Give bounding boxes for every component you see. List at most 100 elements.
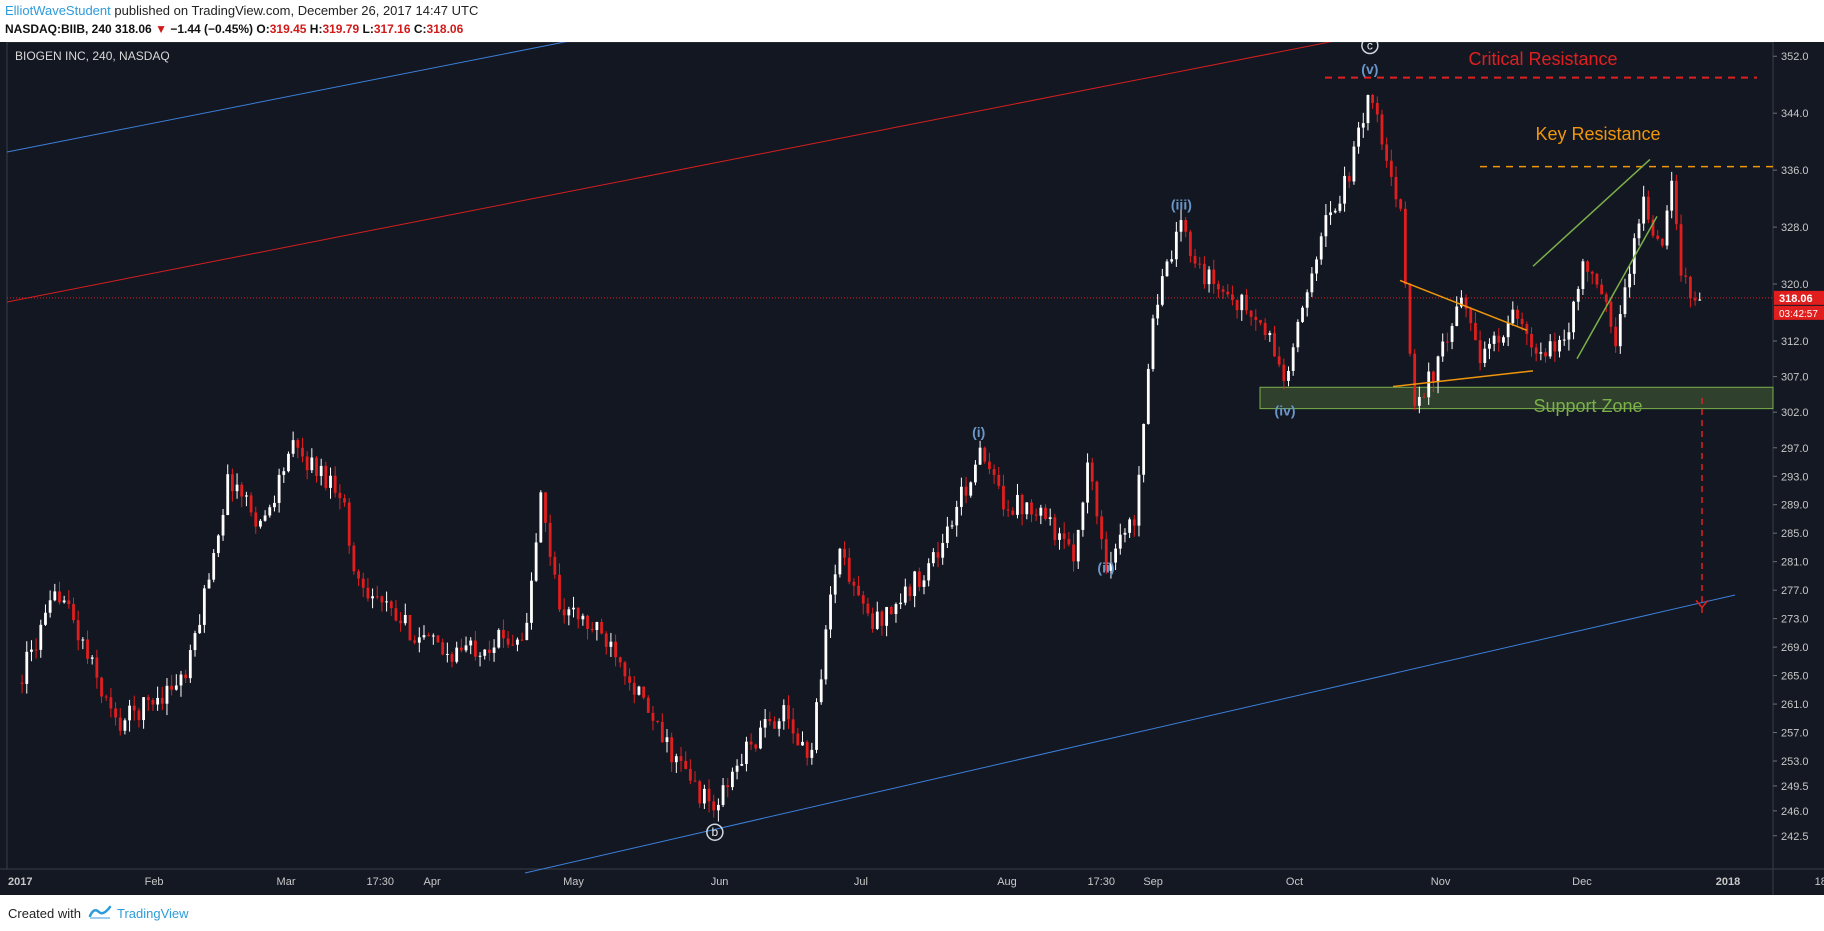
candle-body (857, 585, 860, 596)
x-tick-label: Sep (1143, 876, 1163, 888)
candle-body (539, 492, 543, 543)
candle-body (1245, 294, 1248, 311)
candle-body (1688, 276, 1692, 299)
wave-label-circle (706, 823, 724, 841)
candle-body (1273, 333, 1276, 357)
candle-body (230, 474, 234, 492)
candle-body (212, 553, 216, 580)
critical-resistance-label: Critical Resistance (1468, 49, 1617, 69)
author-link[interactable]: ElliotWaveStudent (5, 3, 111, 18)
candle-body (1072, 544, 1075, 562)
candle-body (1474, 323, 1477, 341)
candle-body (118, 717, 122, 731)
candle-body (1441, 341, 1445, 357)
candle-body (1104, 539, 1108, 571)
candle-body (1025, 502, 1029, 515)
x-tick-label: Jun (711, 876, 729, 888)
candle-body (137, 710, 141, 721)
candle-body (1455, 306, 1459, 326)
candle-body (618, 657, 622, 663)
candle-body (576, 607, 580, 620)
candle-body (95, 657, 99, 678)
candle-body (1011, 510, 1015, 515)
candle-body (1100, 516, 1103, 540)
candle-body (114, 708, 117, 718)
candle-body (1095, 481, 1099, 517)
candle-body (221, 514, 225, 536)
candle-body (1572, 301, 1575, 333)
y-tick-label: 265.0 (1781, 671, 1809, 683)
candle-body (1670, 180, 1674, 211)
candle-body (389, 601, 393, 609)
y-tick-label: 253.0 (1781, 756, 1809, 768)
candle-body (1114, 548, 1118, 563)
candle-body (829, 594, 832, 630)
candle-body (838, 548, 842, 575)
candle-body (754, 744, 758, 749)
candle-body (1231, 294, 1234, 301)
countdown-value: 03:42:57 (1779, 309, 1818, 320)
x-tick-label: 2018 (1716, 876, 1740, 888)
candle-body (1520, 318, 1524, 325)
candle-body (623, 662, 627, 677)
candle-body (44, 612, 47, 625)
axes: 352.0 344.0 336.0 328.0 320.0 312.0 307.0 302.0… (8, 51, 1824, 888)
candle-body (1595, 273, 1599, 285)
candle-body (665, 737, 669, 743)
candle-body (595, 622, 599, 630)
candle-body (90, 657, 94, 659)
candle-body (1413, 353, 1417, 406)
candle-body (1301, 307, 1304, 322)
candle-body (511, 644, 515, 646)
candle-body (637, 686, 641, 695)
candle-body (959, 486, 963, 507)
candle-body (646, 697, 650, 713)
candle-body (1450, 325, 1454, 342)
candle-body (548, 522, 552, 557)
candle-body (1207, 269, 1211, 285)
y-tick-label: 293.0 (1781, 471, 1809, 483)
candle-body (408, 614, 412, 641)
candle-body (174, 685, 178, 690)
candle-body (1408, 284, 1412, 354)
candle-body (1558, 339, 1561, 352)
candle-body (1525, 324, 1529, 334)
candle-body (62, 600, 66, 603)
candle-body (974, 464, 977, 483)
candle-body (1296, 321, 1300, 348)
wave-label: (i) (972, 424, 985, 440)
candle-body (712, 801, 716, 811)
candle-body (445, 653, 449, 655)
support-zone-label: Support Zone (1533, 396, 1642, 416)
y-tick-label: 242.5 (1781, 831, 1809, 843)
candle-body (773, 721, 776, 729)
y-tick-label: 246.0 (1781, 806, 1809, 818)
candle-body (128, 705, 131, 721)
candle-body (1403, 208, 1407, 285)
candle-body (329, 475, 332, 488)
price-chart[interactable]: BIOGEN INC, 240, NASDAQ 352.0344.0336.03… (0, 42, 1824, 895)
candle-body (955, 506, 959, 526)
open-value: 319.45 (269, 22, 307, 36)
candle-body (1417, 396, 1421, 406)
candle-body (819, 679, 823, 703)
y-tick-label: 320.0 (1781, 279, 1809, 291)
candle-body (20, 682, 24, 684)
candle-body (207, 579, 211, 589)
tradingview-link[interactable]: TradingView (117, 906, 189, 921)
candle-body (1174, 231, 1178, 260)
ticker-label: NASDAQ:BIIB, 240 (5, 22, 112, 36)
candle-body (553, 556, 557, 575)
candle-body (1146, 368, 1150, 424)
candle-body (170, 685, 174, 690)
candle-body (361, 578, 365, 588)
candle-body (34, 649, 38, 651)
candle-body (1034, 514, 1038, 516)
candle-body (590, 628, 594, 630)
candle-body (815, 702, 818, 750)
candle-body (193, 633, 197, 651)
candle-body (628, 676, 632, 683)
candle-body (810, 749, 814, 758)
candle-body (679, 756, 683, 761)
candle-body (25, 651, 29, 684)
